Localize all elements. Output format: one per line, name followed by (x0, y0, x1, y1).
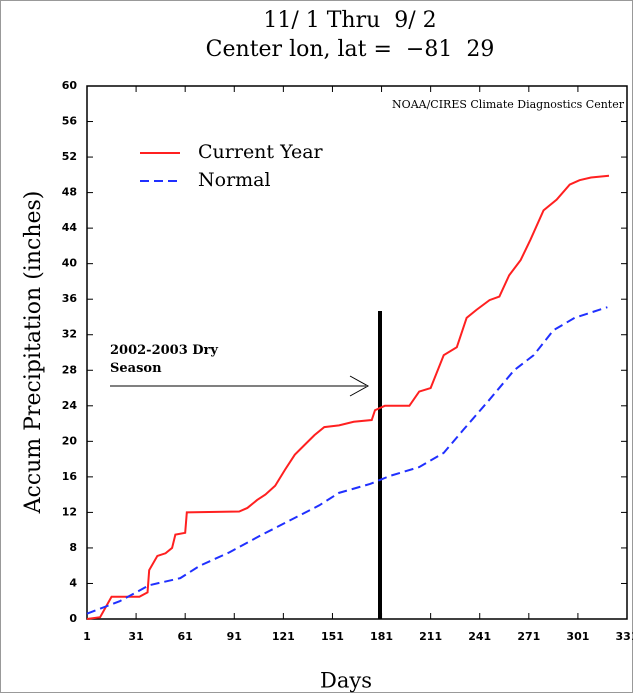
legend-label: Normal (198, 169, 271, 191)
series-line (86, 174, 610, 620)
y-tick-label: 16 (62, 470, 78, 483)
x-tick-label: 241 (468, 630, 491, 643)
x-tick-label: 1 (83, 630, 91, 643)
plot-frame (86, 85, 628, 620)
x-tick-label: 61 (178, 630, 193, 643)
legend-label: Current Year (198, 141, 324, 163)
x-tick-label: 271 (517, 630, 540, 643)
x-axis-label: Days (320, 669, 372, 693)
x-tick-label: 151 (321, 630, 344, 643)
chart-subtitle: Center lon, lat = −81 29 (206, 37, 495, 62)
y-tick-label: 60 (62, 79, 78, 92)
y-tick-label: 52 (62, 150, 77, 163)
y-tick-label: 4 (69, 576, 77, 589)
y-tick-label: 8 (69, 541, 77, 554)
y-tick-label: 32 (62, 328, 77, 341)
y-tick-label: 56 (62, 115, 78, 128)
series-line (86, 306, 608, 615)
y-tick-label: 24 (62, 399, 78, 412)
annotation-line: Season (110, 361, 162, 376)
chart-title: 11/ 1 Thru 9/ 2 (263, 8, 436, 33)
annotation-line: 2002-2003 Dry (110, 343, 218, 358)
x-tick-label: 211 (419, 630, 442, 643)
y-tick-label: 12 (62, 505, 77, 518)
x-tick-label: 331 (616, 630, 633, 643)
y-tick-label: 28 (62, 363, 77, 376)
y-tick-label: 44 (62, 221, 78, 234)
annotation: 2002-2003 Dry Season (110, 343, 218, 376)
y-tick-label: 20 (62, 434, 78, 447)
source-label: NOAA/CIRES Climate Diagnostics Center (392, 98, 625, 111)
x-tick-label: 31 (128, 630, 143, 643)
y-tick-label: 48 (62, 186, 77, 199)
y-tick-label: 36 (62, 292, 78, 305)
y-tick-label: 0 (69, 612, 77, 625)
x-tick-label: 301 (566, 630, 589, 643)
y-tick-label: 40 (62, 257, 78, 270)
x-tick-label: 121 (272, 630, 295, 643)
arrow-head (349, 375, 370, 397)
y-axis-label: Accum Precipitation (inches) (21, 191, 46, 515)
x-tick-label: 181 (370, 630, 393, 643)
x-tick-label: 91 (227, 630, 242, 643)
